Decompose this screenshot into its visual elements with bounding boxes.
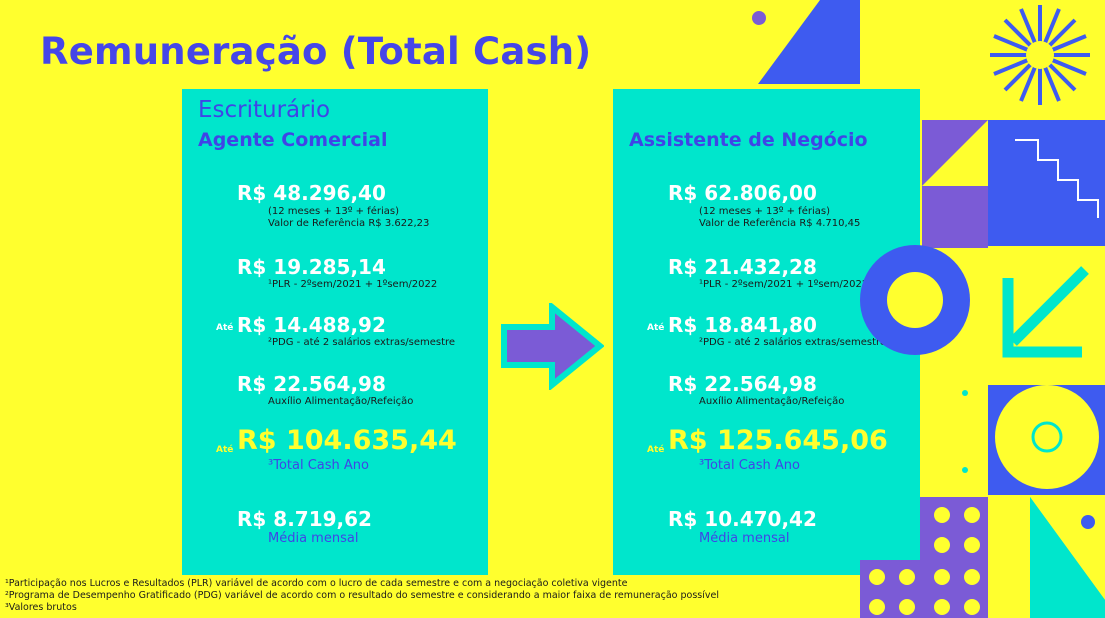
monthly-note: Média mensal (699, 531, 790, 546)
salary-value: R$ 48.296,40 (237, 181, 386, 205)
card-category: Agente Comercial (198, 129, 388, 151)
total-note: ³Total Cash Ano (268, 458, 369, 473)
pdg-prefix: Até (216, 323, 234, 333)
plr-value: R$ 21.432,28 (668, 255, 817, 279)
salary-note: (12 meses + 13º + férias) (699, 206, 830, 217)
aux-note: Auxílio Alimentação/Refeição (268, 396, 414, 407)
plr-note: ¹PLR - 2ºsem/2021 + 1ºsem/2022 (699, 279, 869, 290)
card-agente-comercial: Escriturário Agente Comercial R$ 48.296,… (182, 89, 488, 575)
footnote-plr: ¹Participação nos Lucros e Resultados (P… (5, 578, 628, 589)
pdg-prefix: Até (647, 323, 665, 333)
total-prefix: Até (647, 445, 665, 455)
aux-value: R$ 22.564,98 (668, 372, 817, 396)
monthly-value: R$ 10.470,42 (668, 507, 817, 531)
salary-reference: Valor de Referência R$ 3.622,23 (268, 218, 430, 229)
pdg-note: ²PDG - até 2 salários extras/semestre (268, 337, 456, 348)
decorative-shapes (752, 0, 1105, 618)
salary-value: R$ 62.806,00 (668, 181, 817, 205)
footnote-pdg: ²Programa de Desempenho Gratificado (PDG… (5, 590, 719, 601)
pdg-value: R$ 18.841,80 (668, 313, 817, 337)
pdg-note: ²PDG - até 2 salários extras/semestre (699, 337, 887, 348)
total-value: R$ 104.635,44 (237, 425, 457, 456)
arrow-right-icon (501, 303, 604, 390)
aux-note: Auxílio Alimentação/Refeição (699, 396, 845, 407)
page-title: Remuneração (Total Cash) (40, 30, 592, 73)
salary-note: (12 meses + 13º + férias) (268, 206, 399, 217)
total-note: ³Total Cash Ano (699, 458, 800, 473)
card-category: Assistente de Negócio (629, 129, 868, 151)
card-assistente-negocio: Assistente de Negócio R$ 62.806,00 (12 m… (613, 89, 920, 575)
total-value: R$ 125.645,06 (668, 425, 888, 456)
footnote-gross: ³Valores brutos (5, 602, 77, 613)
plr-note: ¹PLR - 2ºsem/2021 + 1ºsem/2022 (268, 279, 438, 290)
plr-value: R$ 19.285,14 (237, 255, 386, 279)
salary-reference: Valor de Referência R$ 4.710,45 (699, 218, 861, 229)
total-prefix: Até (216, 445, 234, 455)
card-subtitle: Escriturário (198, 97, 331, 123)
monthly-note: Média mensal (268, 531, 359, 546)
monthly-value: R$ 8.719,62 (237, 507, 372, 531)
pdg-value: R$ 14.488,92 (237, 313, 386, 337)
aux-value: R$ 22.564,98 (237, 372, 386, 396)
footnotes: ¹Participação nos Lucros e Resultados (P… (5, 578, 719, 614)
